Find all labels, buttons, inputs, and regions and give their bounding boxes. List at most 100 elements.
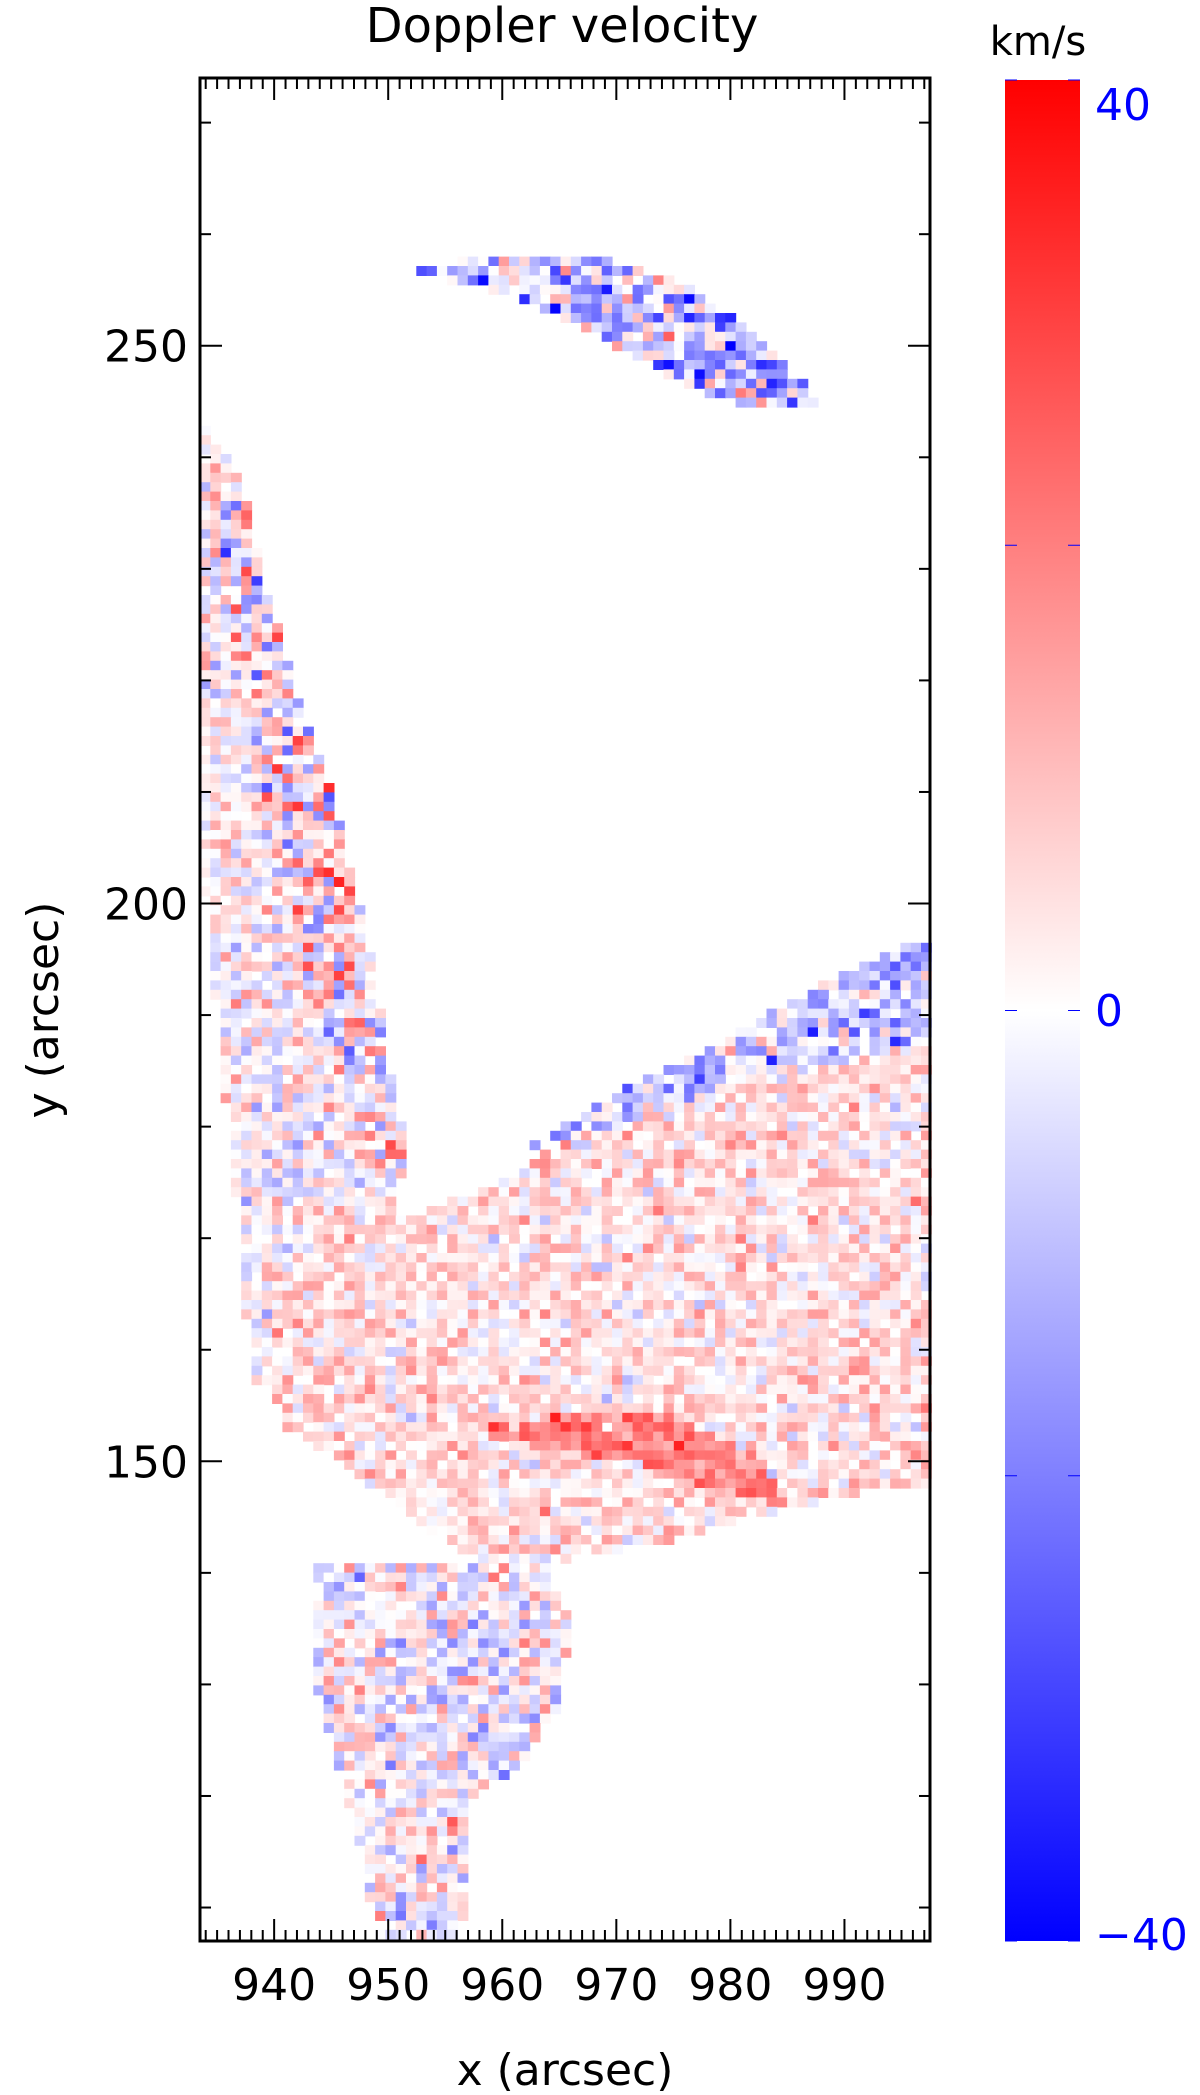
heatmap-cell (261, 1356, 273, 1367)
heatmap-cell (529, 1300, 541, 1310)
heatmap-cell (848, 1215, 860, 1226)
heatmap-cell (859, 1422, 871, 1433)
heatmap-cell (539, 1647, 551, 1658)
heatmap-cell (818, 1102, 829, 1113)
heatmap-cell (807, 1168, 819, 1179)
heatmap-cell (478, 1535, 489, 1545)
heatmap-cell (323, 1309, 335, 1320)
heatmap-cell (828, 1356, 840, 1367)
heatmap-cell (436, 1356, 448, 1367)
heatmap-cell (436, 1253, 448, 1263)
heatmap-cell (395, 1685, 407, 1696)
heatmap-cell (879, 1177, 891, 1188)
heatmap-cell (848, 1224, 860, 1235)
heatmap-cell (282, 1300, 294, 1310)
heatmap-cell (828, 1168, 840, 1179)
heatmap-cell (261, 895, 273, 906)
heatmap-cell (313, 1187, 325, 1198)
heatmap-cell (292, 999, 304, 1010)
heatmap-cell (509, 1394, 520, 1404)
heatmap-cell (529, 1328, 541, 1339)
heatmap-cell (241, 566, 253, 577)
heatmap-cell (612, 1535, 623, 1545)
heatmap-cell (560, 1525, 572, 1536)
heatmap-cell (828, 1253, 840, 1263)
heatmap-cell (333, 1130, 345, 1141)
heatmap-cell (323, 1206, 335, 1216)
heatmap-cell (385, 1817, 397, 1827)
heatmap-cell (745, 1328, 757, 1339)
heatmap-cell (570, 1121, 582, 1132)
heatmap-cell (612, 1544, 623, 1555)
colorbar-max-label: 40 (1095, 80, 1151, 131)
heatmap-cell (818, 1215, 829, 1226)
heatmap-cell (879, 1036, 891, 1047)
heatmap-cell (406, 1563, 417, 1574)
heatmap-cell (612, 303, 623, 314)
heatmap-cell (715, 1112, 726, 1122)
heatmap-cell (333, 952, 345, 963)
heatmap-cell (333, 895, 345, 906)
heatmap-cell (426, 1300, 438, 1310)
heatmap-cell (303, 1093, 314, 1104)
heatmap-cell (323, 1629, 335, 1639)
heatmap-cell (581, 1497, 592, 1508)
heatmap-cell (406, 1356, 417, 1367)
heatmap-cell (560, 294, 572, 305)
heatmap-cell (333, 1065, 345, 1075)
heatmap-cell (684, 1375, 695, 1386)
heatmap-cell (684, 1281, 695, 1292)
heatmap-cell (457, 1262, 469, 1273)
heatmap-cell (756, 350, 768, 361)
heatmap-cell (364, 1657, 376, 1668)
heatmap-cell (694, 1403, 706, 1414)
heatmap-cell (406, 1300, 417, 1310)
heatmap-cell (230, 1018, 242, 1028)
heatmap-cell (519, 1441, 531, 1451)
heatmap-cell (292, 1055, 304, 1066)
heatmap-cell (848, 1177, 860, 1188)
heatmap-cell (241, 801, 253, 812)
heatmap-cell (550, 1318, 562, 1329)
heatmap-cell (612, 1271, 623, 1282)
heatmap-cell (261, 1027, 273, 1038)
heatmap-cell (704, 1356, 716, 1367)
heatmap-cell (292, 1018, 304, 1028)
heatmap-cell (344, 1234, 356, 1245)
heatmap-cell (797, 1112, 809, 1122)
heatmap-cell (210, 585, 222, 596)
heatmap-cell (220, 811, 232, 822)
heatmap-cell (570, 275, 582, 286)
heatmap-cell (766, 1412, 778, 1423)
heatmap-cell (220, 839, 232, 850)
heatmap-cell (642, 1318, 654, 1329)
heatmap-cell (591, 1337, 603, 1348)
heatmap-cell (684, 1130, 695, 1141)
heatmap-cell (447, 1309, 459, 1320)
heatmap-cell (550, 1309, 562, 1320)
heatmap-cell (416, 1694, 428, 1705)
heatmap-cell (900, 1459, 912, 1470)
heatmap-cell (910, 1300, 922, 1310)
heatmap-cell (694, 1384, 706, 1395)
heatmap-cell (416, 1215, 428, 1226)
heatmap-cell (787, 999, 798, 1010)
heatmap-cell (869, 1140, 881, 1151)
heatmap-cell (601, 1347, 613, 1357)
heatmap-cell (272, 1149, 283, 1160)
heatmap-cell (292, 1159, 304, 1169)
x-axis-label: x (arcsec) (457, 2045, 674, 2095)
heatmap-cell (828, 1234, 840, 1245)
heatmap-cell (921, 961, 932, 972)
heatmap-cell (436, 1770, 448, 1780)
heatmap-cell (323, 1619, 335, 1630)
heatmap-cell (436, 1807, 448, 1818)
heatmap-cell (385, 1412, 397, 1423)
heatmap-cell (375, 1215, 386, 1226)
heatmap-cell (900, 1055, 912, 1066)
heatmap-cell (282, 1365, 294, 1376)
heatmap-cell (694, 1356, 706, 1367)
heatmap-cell (900, 1469, 912, 1480)
heatmap-cell (436, 1412, 448, 1423)
heatmap-cell (364, 1253, 376, 1263)
